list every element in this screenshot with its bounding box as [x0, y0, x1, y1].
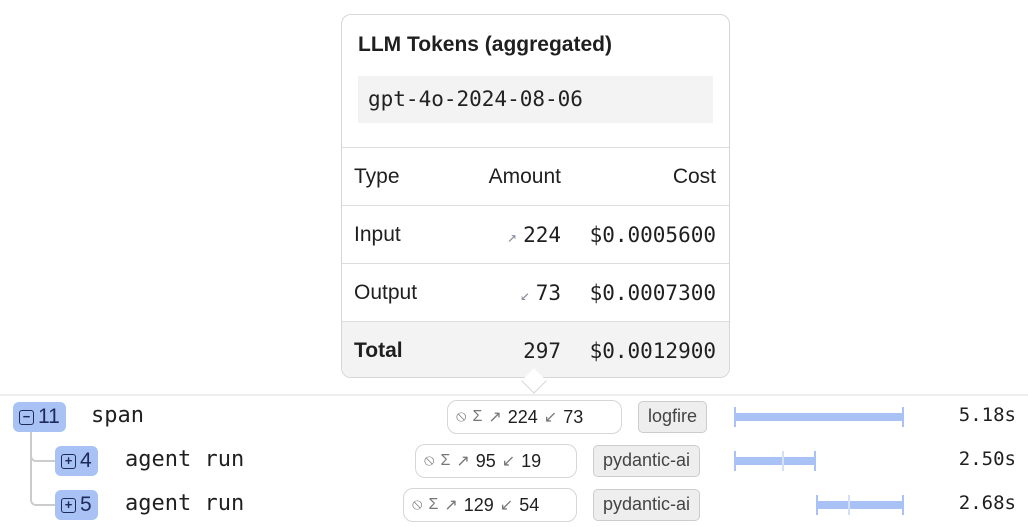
- arrow-up-right-icon: ↗: [488, 409, 502, 426]
- child-count: 4: [80, 449, 92, 472]
- child-count: 11: [38, 405, 60, 428]
- service-tag: pydantic-ai: [593, 489, 701, 521]
- output-tokens: 54: [519, 494, 540, 515]
- amount-value: 73: [535, 280, 561, 305]
- tree-connector: [30, 440, 56, 506]
- token-table: Type Amount Cost Input ↗ 224 $0.0005600 O…: [342, 147, 729, 377]
- arrow-down-left-icon: ↙: [499, 497, 514, 514]
- output-tokens: 73: [563, 406, 584, 427]
- duration: 5.18s: [958, 404, 1016, 426]
- table-row: Output ↙ 73 $0.0007300: [342, 263, 729, 321]
- duration: 2.50s: [958, 448, 1016, 470]
- service-tag: pydantic-ai: [593, 445, 701, 477]
- amount-value: 224: [523, 222, 561, 247]
- duration-bar: [817, 501, 904, 509]
- bar-end: [902, 495, 904, 515]
- bar-mid: [848, 495, 850, 515]
- span-name: span: [91, 403, 144, 428]
- bar-end: [814, 451, 816, 471]
- span-name: agent run: [125, 491, 245, 516]
- sigma-icon: Σ: [428, 496, 439, 513]
- service-tag: logfire: [638, 401, 708, 433]
- input-tokens: 95: [475, 450, 496, 471]
- arrow-down-left-icon: ↙: [543, 409, 558, 426]
- header-type: Type: [354, 164, 400, 188]
- arrow-down-left-icon: ↙: [520, 284, 530, 304]
- arrow-down-left-icon: ↙: [501, 453, 516, 470]
- expand-toggle[interactable]: +4: [55, 446, 98, 476]
- arrow-up-right-icon: ↗: [507, 226, 518, 246]
- total-label: Total: [354, 338, 403, 362]
- total-cost: $0.0012900: [589, 338, 716, 363]
- input-tokens: 224: [507, 406, 538, 427]
- arrow-up-right-icon: ↗: [444, 497, 458, 514]
- expand-toggle[interactable]: +5: [55, 490, 98, 520]
- token-tooltip: LLM Tokens (aggregated) gpt-4o-2024-08-0…: [341, 14, 730, 378]
- total-amount: 297: [523, 338, 561, 363]
- bar-end: [902, 407, 904, 427]
- span-name: agent run: [125, 447, 245, 472]
- duration-bar: [735, 457, 816, 465]
- row-amount: ↗ 224: [459, 223, 561, 247]
- output-tokens: 19: [521, 450, 542, 471]
- table-header: Type Amount Cost: [342, 147, 729, 205]
- row-amount: ↙ 73: [459, 281, 561, 305]
- coin-icon: ⦸: [412, 496, 423, 513]
- header-cost: Cost: [672, 164, 716, 188]
- token-badge[interactable]: ⦸ Σ ↗ 224 ↙ 73: [447, 400, 622, 434]
- sigma-icon: Σ: [472, 408, 483, 425]
- sigma-icon: Σ: [440, 452, 451, 469]
- token-badge[interactable]: ⦸ Σ ↗ 129 ↙ 54: [403, 488, 577, 522]
- plus-square-icon: +: [61, 497, 76, 513]
- duration-bar: [735, 413, 904, 421]
- row-cost: $0.0007300: [589, 280, 716, 305]
- span-row[interactable]: +5 agent run ⦸ Σ ↗ 129 ↙ 54 pydantic-ai 2.68s: [0, 483, 1028, 527]
- bar-mid: [782, 451, 784, 471]
- token-badge[interactable]: ⦸ Σ ↗ 95 ↙ 19: [415, 444, 577, 478]
- coin-icon: ⦸: [456, 408, 467, 425]
- arrow-up-right-icon: ↗: [456, 453, 470, 470]
- plus-square-icon: +: [61, 453, 76, 469]
- model-name: gpt-4o-2024-08-06: [358, 76, 713, 123]
- table-total-row: Total 297 $0.0012900: [342, 321, 729, 377]
- table-row: Input ↗ 224 $0.0005600: [342, 205, 729, 263]
- child-count: 5: [80, 493, 92, 516]
- minus-square-icon: −: [19, 409, 34, 425]
- tooltip-title: LLM Tokens (aggregated): [358, 33, 612, 56]
- collapse-toggle[interactable]: −11: [13, 402, 66, 432]
- row-type: Output: [354, 280, 418, 304]
- row-type: Input: [354, 222, 401, 246]
- span-row[interactable]: +4 agent run ⦸ Σ ↗ 95 ↙ 19 pydantic-ai 2.50s: [0, 439, 1028, 483]
- input-tokens: 129: [463, 494, 494, 515]
- coin-icon: ⦸: [424, 452, 435, 469]
- duration: 2.68s: [958, 492, 1016, 514]
- header-amount: Amount: [488, 164, 561, 188]
- divider: [0, 394, 1028, 396]
- row-cost: $0.0005600: [589, 222, 716, 247]
- span-row[interactable]: −11 span ⦸ Σ ↗ 224 ↙ 73 logfire 5.18s: [0, 395, 1028, 439]
